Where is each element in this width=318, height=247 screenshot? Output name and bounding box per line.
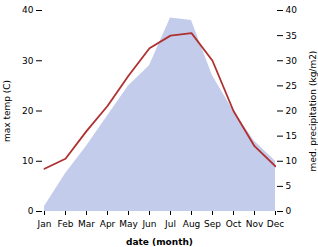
svg-text:10: 10 xyxy=(22,156,34,166)
svg-text:Nov: Nov xyxy=(246,219,264,229)
svg-text:Sep: Sep xyxy=(204,219,221,229)
svg-text:Jan: Jan xyxy=(37,219,52,229)
svg-text:Feb: Feb xyxy=(58,219,74,229)
svg-text:med. precipitation (kg/m2): med. precipitation (kg/m2) xyxy=(308,51,318,172)
svg-text:Mar: Mar xyxy=(78,219,95,229)
svg-text:Jul: Jul xyxy=(164,219,176,229)
svg-text:Jun: Jun xyxy=(141,219,156,229)
svg-text:15: 15 xyxy=(286,131,297,141)
svg-text:20: 20 xyxy=(286,106,298,116)
svg-text:20: 20 xyxy=(22,106,34,116)
svg-text:30: 30 xyxy=(22,56,34,66)
svg-text:Aug: Aug xyxy=(183,219,201,229)
svg-text:Dec: Dec xyxy=(267,219,284,229)
svg-text:0: 0 xyxy=(286,206,292,216)
svg-text:30: 30 xyxy=(286,56,298,66)
svg-text:40: 40 xyxy=(286,5,298,15)
svg-text:5: 5 xyxy=(286,181,292,191)
svg-text:10: 10 xyxy=(286,156,298,166)
svg-text:0: 0 xyxy=(28,206,34,216)
svg-text:35: 35 xyxy=(286,31,297,41)
svg-text:date (month): date (month) xyxy=(126,237,193,247)
svg-text:Apr: Apr xyxy=(100,219,116,229)
svg-text:25: 25 xyxy=(286,81,297,91)
svg-text:Oct: Oct xyxy=(226,219,242,229)
svg-text:max temp (C): max temp (C) xyxy=(2,80,12,142)
svg-text:May: May xyxy=(119,219,138,229)
svg-text:40: 40 xyxy=(22,5,34,15)
